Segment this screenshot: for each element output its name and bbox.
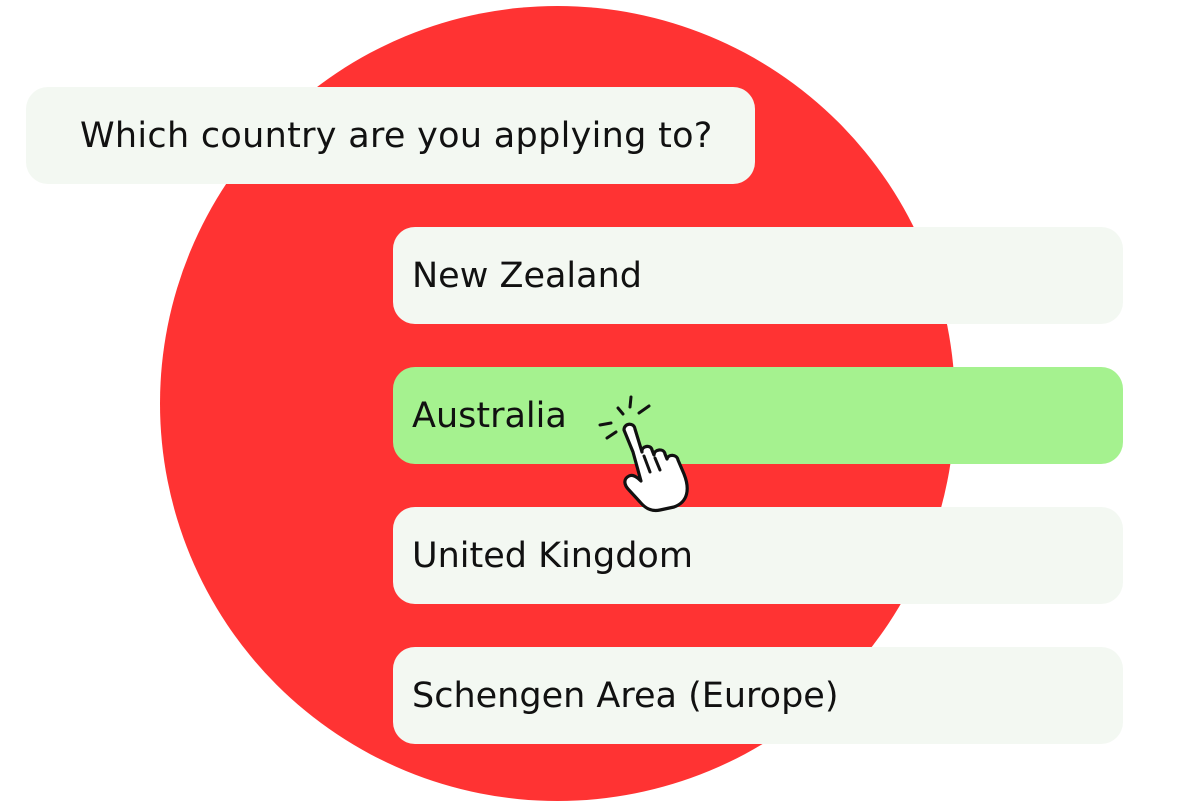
hand-pointer-click-icon xyxy=(598,395,689,513)
click-burst-icon xyxy=(598,395,651,440)
option-label: Australia xyxy=(412,395,567,436)
question-prompt: Which country are you applying to? xyxy=(26,87,755,184)
country-options-list: New Zealand Australia United Kingdom Sch… xyxy=(393,227,1123,787)
option-new-zealand[interactable]: New Zealand xyxy=(393,227,1123,324)
option-label: New Zealand xyxy=(412,255,642,296)
option-australia[interactable]: Australia xyxy=(393,367,1123,464)
option-label: Schengen Area (Europe) xyxy=(412,675,839,716)
option-united-kingdom[interactable]: United Kingdom xyxy=(393,507,1123,604)
option-label: United Kingdom xyxy=(412,535,693,576)
option-schengen-area[interactable]: Schengen Area (Europe) xyxy=(393,647,1123,744)
question-text: Which country are you applying to? xyxy=(80,115,713,156)
